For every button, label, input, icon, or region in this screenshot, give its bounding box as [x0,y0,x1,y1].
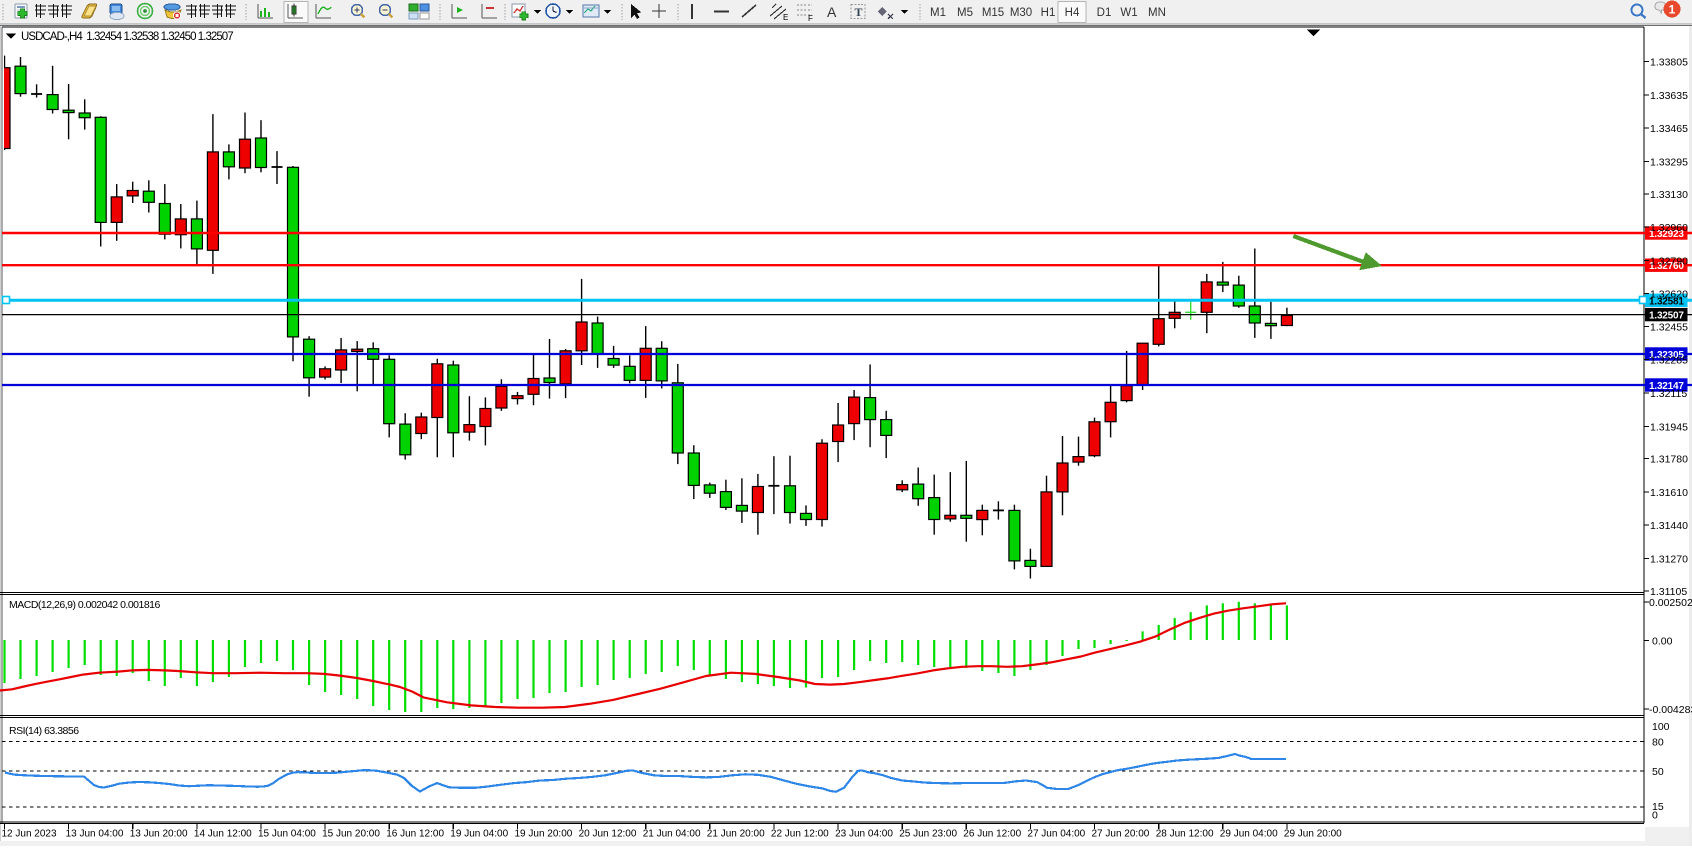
svg-text:29 Jun 04:00: 29 Jun 04:00 [1220,829,1278,840]
svg-text:14 Jun 12:00: 14 Jun 12:00 [194,829,252,840]
svg-text:1.33295: 1.33295 [1650,157,1688,169]
svg-text:1.32923: 1.32923 [1649,229,1684,240]
svg-text:19 Jun 04:00: 19 Jun 04:00 [450,829,508,840]
svg-text:1.33130: 1.33130 [1650,189,1688,201]
svg-text:USDCAD-,H4 1.32454 1.32538 1.: USDCAD-,H4 1.32454 1.32538 1.32450 1.325… [21,31,233,43]
svg-text:1: 1 [1669,3,1676,17]
svg-text:RSI(14) 63.3856: RSI(14) 63.3856 [9,725,79,737]
svg-text:1.32147: 1.32147 [1649,381,1684,392]
svg-text:19 Jun 20:00: 19 Jun 20:00 [515,829,573,840]
svg-text:1.31945: 1.31945 [1650,421,1688,433]
svg-text:12 Jun 2023: 12 Jun 2023 [2,829,57,840]
svg-text:1.33805: 1.33805 [1650,57,1688,69]
svg-text:1.32790: 1.32790 [1650,255,1688,267]
svg-text:1.32960: 1.32960 [1650,222,1688,234]
svg-text:1.31270: 1.31270 [1650,554,1688,566]
svg-text:21 Jun 20:00: 21 Jun 20:00 [707,829,765,840]
svg-text:29 Jun 20:00: 29 Jun 20:00 [1284,829,1342,840]
svg-text:0.002502: 0.002502 [1649,597,1692,609]
svg-text:22 Jun 12:00: 22 Jun 12:00 [771,829,829,840]
svg-text:W1: W1 [1120,7,1137,19]
svg-text:23 Jun 04:00: 23 Jun 04:00 [835,829,893,840]
svg-text:1.31780: 1.31780 [1650,454,1688,466]
svg-text:1.31440: 1.31440 [1650,520,1688,532]
svg-text:M1: M1 [930,7,946,19]
svg-text:21 Jun 04:00: 21 Jun 04:00 [643,829,701,840]
svg-text:28 Jun 12:00: 28 Jun 12:00 [1156,829,1214,840]
svg-text:1.33635: 1.33635 [1650,90,1688,102]
svg-text:1.32760: 1.32760 [1649,261,1684,272]
svg-text:27 Jun 20:00: 27 Jun 20:00 [1092,829,1150,840]
svg-text:M5: M5 [957,7,973,19]
svg-text:16 Jun 12:00: 16 Jun 12:00 [386,829,444,840]
svg-text:20 Jun 12:00: 20 Jun 12:00 [579,829,637,840]
svg-text:E: E [783,13,788,22]
svg-text:1.33465: 1.33465 [1650,123,1688,135]
svg-text:1.32305: 1.32305 [1649,350,1684,361]
svg-text:MN: MN [1148,7,1166,19]
svg-text:H1: H1 [1041,7,1056,19]
svg-text:13 Jun 20:00: 13 Jun 20:00 [130,829,188,840]
svg-text:H4: H4 [1065,7,1080,19]
svg-text:1.31105: 1.31105 [1650,586,1687,598]
svg-text:D1: D1 [1097,7,1112,19]
svg-text:1.32285: 1.32285 [1650,355,1688,367]
svg-text:80: 80 [1652,736,1664,748]
svg-text:15: 15 [1652,801,1664,813]
svg-text:50: 50 [1652,766,1664,778]
svg-text:1.32455: 1.32455 [1650,321,1688,333]
svg-text:1.32581: 1.32581 [1649,296,1684,307]
svg-text:A: A [827,4,837,20]
svg-text:26 Jun 12:00: 26 Jun 12:00 [963,829,1021,840]
svg-text:MACD(12,26,9) 0.002042 0.00181: MACD(12,26,9) 0.002042 0.001816 [9,599,161,611]
svg-text:1.32507: 1.32507 [1649,311,1684,322]
svg-text:0.00: 0.00 [1652,636,1673,648]
svg-text:15 Jun 04:00: 15 Jun 04:00 [258,829,316,840]
svg-text:100: 100 [1652,721,1670,733]
svg-text:1.32620: 1.32620 [1650,289,1688,301]
svg-text:0: 0 [1652,810,1658,822]
svg-text:F: F [808,14,813,23]
svg-text:27 Jun 04:00: 27 Jun 04:00 [1027,829,1085,840]
svg-text:1.32115: 1.32115 [1650,388,1687,400]
svg-text:-0.004283: -0.004283 [1649,704,1692,716]
svg-text:25 Jun 23:00: 25 Jun 23:00 [899,829,957,840]
svg-text:13 Jun 04:00: 13 Jun 04:00 [66,829,124,840]
svg-text:15 Jun 20:00: 15 Jun 20:00 [322,829,380,840]
svg-text:M30: M30 [1010,7,1032,19]
svg-text:M15: M15 [982,7,1004,19]
svg-text:1.31610: 1.31610 [1650,487,1688,499]
svg-text:T: T [855,5,863,19]
